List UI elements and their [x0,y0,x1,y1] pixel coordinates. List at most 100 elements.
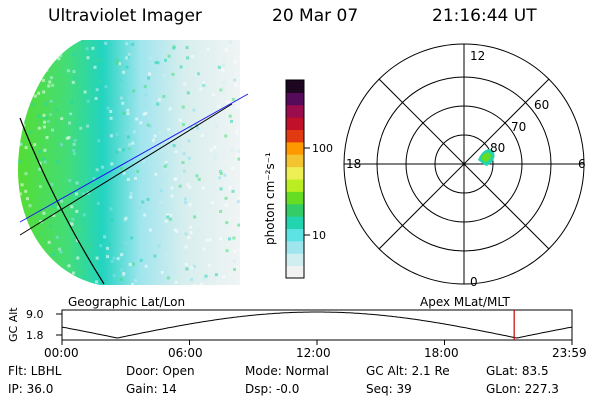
speckle-pixel [104,41,108,45]
speckle-pixel [174,150,178,154]
speckle-pixel [214,155,218,159]
y-tick-label-1.8: 1.8 [26,329,44,342]
speckle-pixel [236,149,240,153]
speckle-pixel [169,214,173,217]
speckle-pixel [219,237,223,240]
speckle-pixel [224,196,228,200]
speckle-pixel [42,125,46,129]
speckle-pixel [119,277,123,281]
speckle-pixel [28,204,32,208]
speckle-pixel [73,116,77,120]
speckle-pixel [68,179,72,183]
speckle-pixel [168,268,172,272]
speckle-pixel [186,91,190,95]
speckle-pixel [21,234,25,238]
speckle-pixel [72,70,76,73]
speckle-pixel [104,85,108,89]
speckle-pixel [65,136,69,140]
speckle-pixel [72,52,76,56]
speckle-pixel [47,240,51,244]
speckle-pixel [238,248,240,252]
speckle-pixel [22,103,26,107]
speckle-pixel [94,97,98,100]
speckle-pixel [36,45,40,49]
speckle-pixel [165,163,169,166]
speckle-pixel [235,153,239,157]
speckle-pixel [26,197,29,201]
speckle-pixel [35,256,39,260]
speckle-pixel [60,199,64,203]
speckle-pixel [204,274,208,278]
speckle-pixel [83,90,87,94]
speckle-pixel [191,210,195,214]
speckle-pixel [131,141,135,145]
speckle-pixel [133,130,136,134]
speckle-pixel [55,40,59,44]
speckle-pixel [232,236,236,240]
speckle-pixel [76,256,80,260]
speckle-pixel [146,123,150,127]
speckle-pixel [18,159,21,163]
speckle-pixel [168,217,172,221]
glat-info: GLat: 83.5 [486,364,549,378]
speckle-pixel [206,47,210,51]
speckle-pixel [222,275,226,279]
speckle-pixel [124,216,128,220]
gc-alt-info: GC Alt: 2.1 Re [366,364,450,378]
x-tick-label-0000: 00:00 [44,346,79,360]
speckle-pixel [136,169,140,173]
speckle-pixel [18,192,22,196]
speckle-pixel [231,148,235,152]
speckle-pixel [73,138,77,142]
speckle-pixel [156,61,160,65]
apex-mlat-mlt-label: Apex MLat/MLT [420,295,510,309]
altitude-timeline [56,309,573,345]
gc-altitude-curve [61,311,573,339]
speckle-pixel [96,201,100,205]
speckle-pixel [131,59,135,63]
speckle-pixel [22,282,26,285]
speckle-pixel [21,235,25,239]
speckle-pixel [39,196,43,200]
speckle-pixel [153,134,157,138]
speckle-pixel [115,62,119,65]
x-tick-label-0600: 06:00 [168,346,203,360]
speckle-pixel [95,256,99,260]
speckle-pixel [148,228,152,232]
speckle-pixel [47,43,51,47]
speckle-pixel [231,97,235,101]
date-label: 20 Mar 07 [272,6,359,26]
speckle-pixel [43,148,47,152]
speckle-pixel [139,121,143,125]
speckle-pixel [143,85,147,89]
speckle-pixel [107,242,111,246]
speckle-pixel [40,254,44,258]
speckle-pixel [119,254,123,258]
speckle-pixel [203,84,207,88]
speckle-pixel [73,76,77,80]
filter-info: Flt: LBHL [8,364,62,378]
speckle-pixel [144,93,148,96]
seq-info: Seq: 39 [366,382,412,396]
speckle-pixel [66,69,70,73]
speckle-pixel [125,42,128,46]
speckle-pixel [189,196,192,200]
speckle-pixel [141,200,145,204]
speckle-pixel [181,161,185,164]
speckle-pixel [40,231,43,235]
speckle-pixel [44,261,48,265]
speckle-pixel [233,250,237,254]
speckle-pixel [172,46,176,50]
colorbar-swatch [286,80,304,93]
speckle-pixel [18,143,22,147]
speckle-pixel [164,253,168,257]
speckle-pixel [23,92,27,96]
speckle-pixel [173,228,177,232]
speckle-pixel [71,217,75,221]
speckle-pixel [125,56,129,60]
speckle-pixel [209,148,213,152]
colorbar-swatches [286,80,304,279]
speckle-pixel [115,132,119,136]
speckle-pixel [199,282,203,285]
speckle-pixel [110,218,114,222]
